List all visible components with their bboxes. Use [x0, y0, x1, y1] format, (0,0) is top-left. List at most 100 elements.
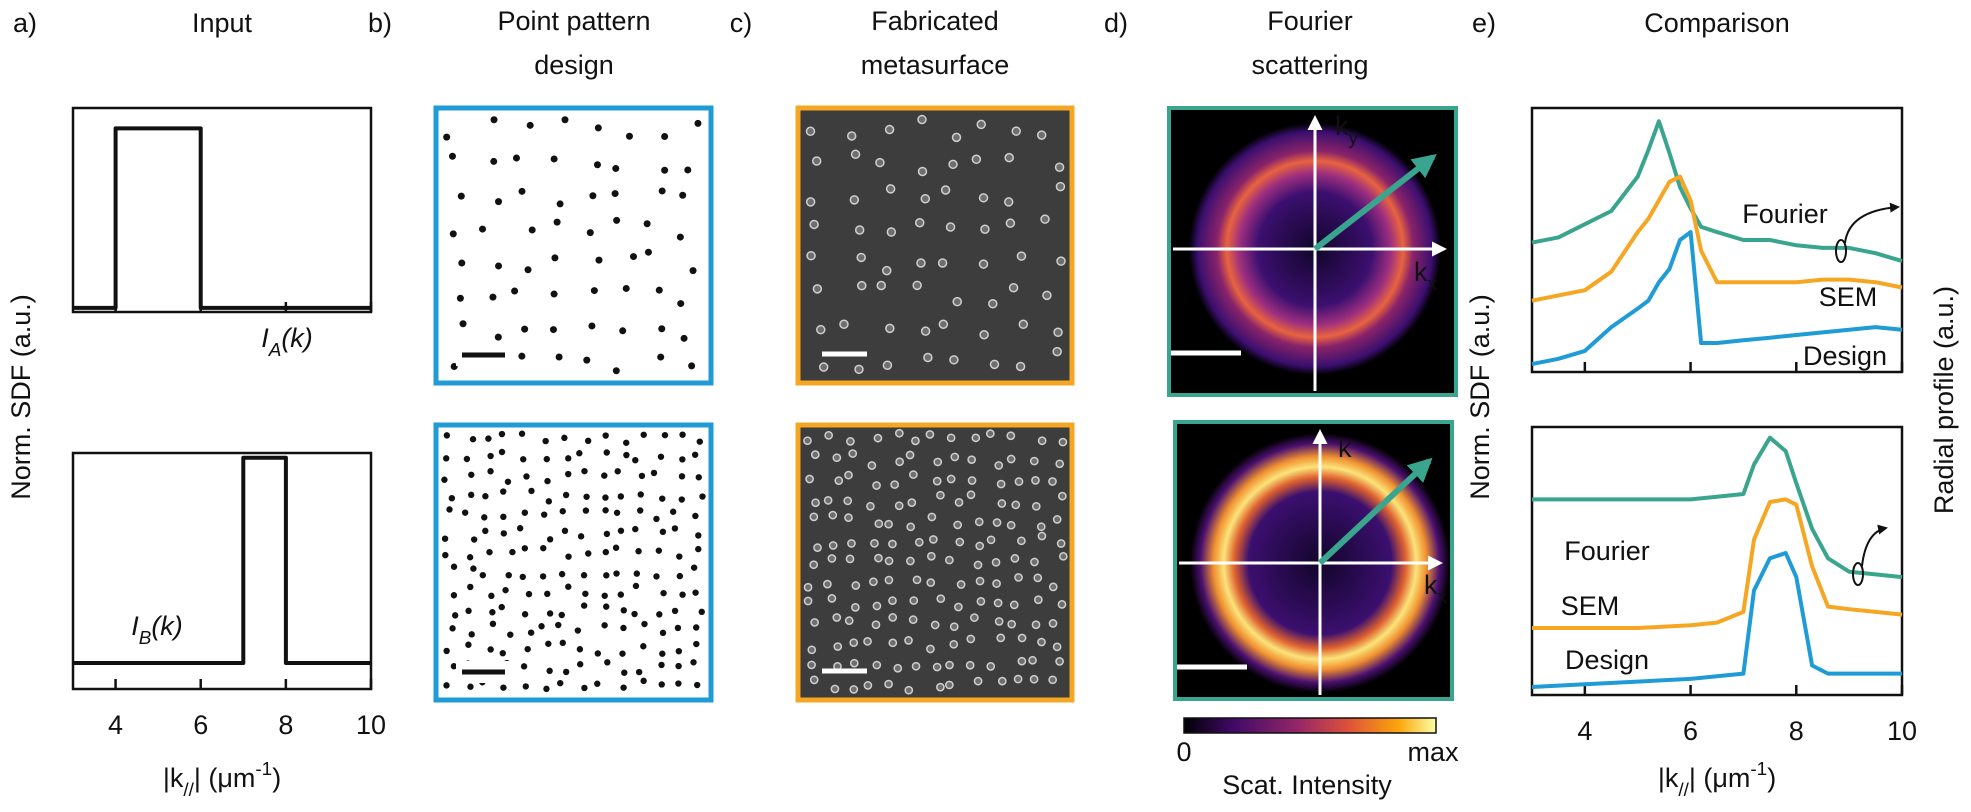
- sem-pillar: [1017, 633, 1027, 643]
- pattern-dot: [691, 451, 699, 458]
- sem-pillar: [985, 429, 995, 438]
- pattern-dot: [557, 679, 564, 687]
- pattern-dot: [482, 527, 489, 535]
- pattern-dot: [498, 603, 505, 611]
- pattern-dot: [489, 620, 497, 628]
- pattern-dot: [562, 668, 570, 676]
- pattern-dot: [631, 610, 638, 618]
- pattern-dot: [488, 592, 495, 600]
- sem-pillar: [873, 433, 883, 443]
- sem-pillar: [978, 259, 989, 269]
- sem-pillar: [863, 681, 873, 690]
- sem-pillar: [811, 156, 822, 166]
- sem-pillar: [1003, 197, 1014, 207]
- panel-label: b): [368, 8, 392, 38]
- pattern-frame-bg: [436, 108, 711, 383]
- pattern-dot: [441, 476, 448, 483]
- pattern-dot: [594, 124, 602, 132]
- pattern-dot: [612, 164, 620, 172]
- sem-pillar: [991, 557, 1001, 567]
- sem-pillar: [907, 498, 917, 507]
- sem-pillar: [845, 554, 855, 564]
- sem-pillar: [926, 578, 936, 587]
- pattern-dot: [653, 515, 660, 523]
- sem-pillar: [850, 149, 861, 160]
- sem-pillar: [997, 499, 1007, 508]
- pattern-dot: [602, 507, 609, 514]
- pattern-dot: [617, 591, 625, 598]
- sem-pillar: [888, 539, 897, 549]
- sem-pillar: [890, 480, 900, 489]
- series-label: Fourier: [1742, 199, 1828, 229]
- sem-pillar: [885, 323, 895, 334]
- pattern-dot: [487, 646, 494, 653]
- pattern-dot: [561, 116, 569, 124]
- series-label: Fourier: [1564, 536, 1650, 566]
- pattern-dot: [676, 572, 684, 580]
- sem-pillar: [846, 131, 857, 141]
- pattern-dot: [500, 684, 507, 691]
- sem-pillar: [811, 498, 820, 508]
- pattern-dot: [546, 610, 554, 617]
- sem-pillar: [1057, 600, 1067, 609]
- x-axis-label-part: ): [272, 763, 281, 793]
- sem-pillar: [904, 685, 914, 695]
- panel-title: design: [534, 50, 614, 80]
- sem-pillar: [949, 355, 959, 365]
- sem-pillar: [933, 457, 943, 467]
- sem-pillar: [997, 676, 1007, 686]
- sem-pillar: [888, 638, 898, 648]
- sem-pillar: [992, 518, 1002, 527]
- series-line: [73, 455, 371, 665]
- sem-pillar: [956, 580, 966, 589]
- pattern-dot: [699, 493, 706, 500]
- pattern-dot: [644, 248, 652, 256]
- sem-pillar: [971, 433, 981, 443]
- sem-pillar: [816, 324, 826, 335]
- pattern-dot: [674, 624, 682, 632]
- sem-pillar: [1014, 477, 1024, 486]
- axis-indicator-arrow: [1844, 202, 1900, 244]
- pattern-dot: [556, 200, 564, 208]
- sem-pillar: [1042, 290, 1052, 301]
- annotation-part: I: [261, 323, 269, 353]
- pattern-dot: [549, 326, 557, 334]
- pattern-frame: [433, 105, 714, 386]
- x-tick-label: 4: [1577, 716, 1592, 746]
- pattern-dot: [489, 293, 497, 301]
- pattern-dot: [489, 609, 496, 616]
- pattern-dot: [466, 554, 474, 561]
- pattern-dot: [468, 631, 475, 638]
- sem-pillar: [938, 319, 949, 330]
- pattern-dot: [469, 436, 477, 443]
- pattern-dot: [582, 590, 589, 597]
- pattern-dot: [675, 662, 682, 670]
- pattern-dot: [677, 300, 685, 308]
- pattern-dot: [625, 132, 633, 140]
- sem-pillar: [846, 437, 855, 446]
- x-axis-label-part: -1: [1750, 759, 1767, 780]
- pattern-dot: [619, 650, 626, 657]
- pattern-dot: [659, 650, 666, 657]
- sem-pillar: [926, 551, 936, 561]
- fourier-frame: [1167, 106, 1458, 397]
- pattern-dot: [632, 456, 639, 464]
- pattern-dot: [505, 571, 512, 579]
- sem-pillar: [1033, 595, 1043, 605]
- pattern-frame-bg: [436, 425, 711, 700]
- radial-arrow: [1317, 457, 1433, 566]
- pattern-dot: [450, 563, 458, 570]
- sem-pillar: [874, 519, 884, 529]
- pattern-dot: [622, 284, 630, 292]
- sem-pillar: [871, 620, 881, 630]
- pattern-dot: [593, 161, 601, 169]
- panel-title: scattering: [1251, 50, 1368, 80]
- sem-frame: [795, 422, 1075, 703]
- sem-pillar: [876, 280, 887, 291]
- pattern-dot: [661, 133, 669, 141]
- x-axis-label: |k//| (μm-1): [1658, 759, 1776, 801]
- sem-pillar: [944, 680, 954, 690]
- pattern-dot: [551, 254, 559, 262]
- axes-frame: [1530, 106, 1904, 374]
- sem-pillar: [946, 474, 956, 484]
